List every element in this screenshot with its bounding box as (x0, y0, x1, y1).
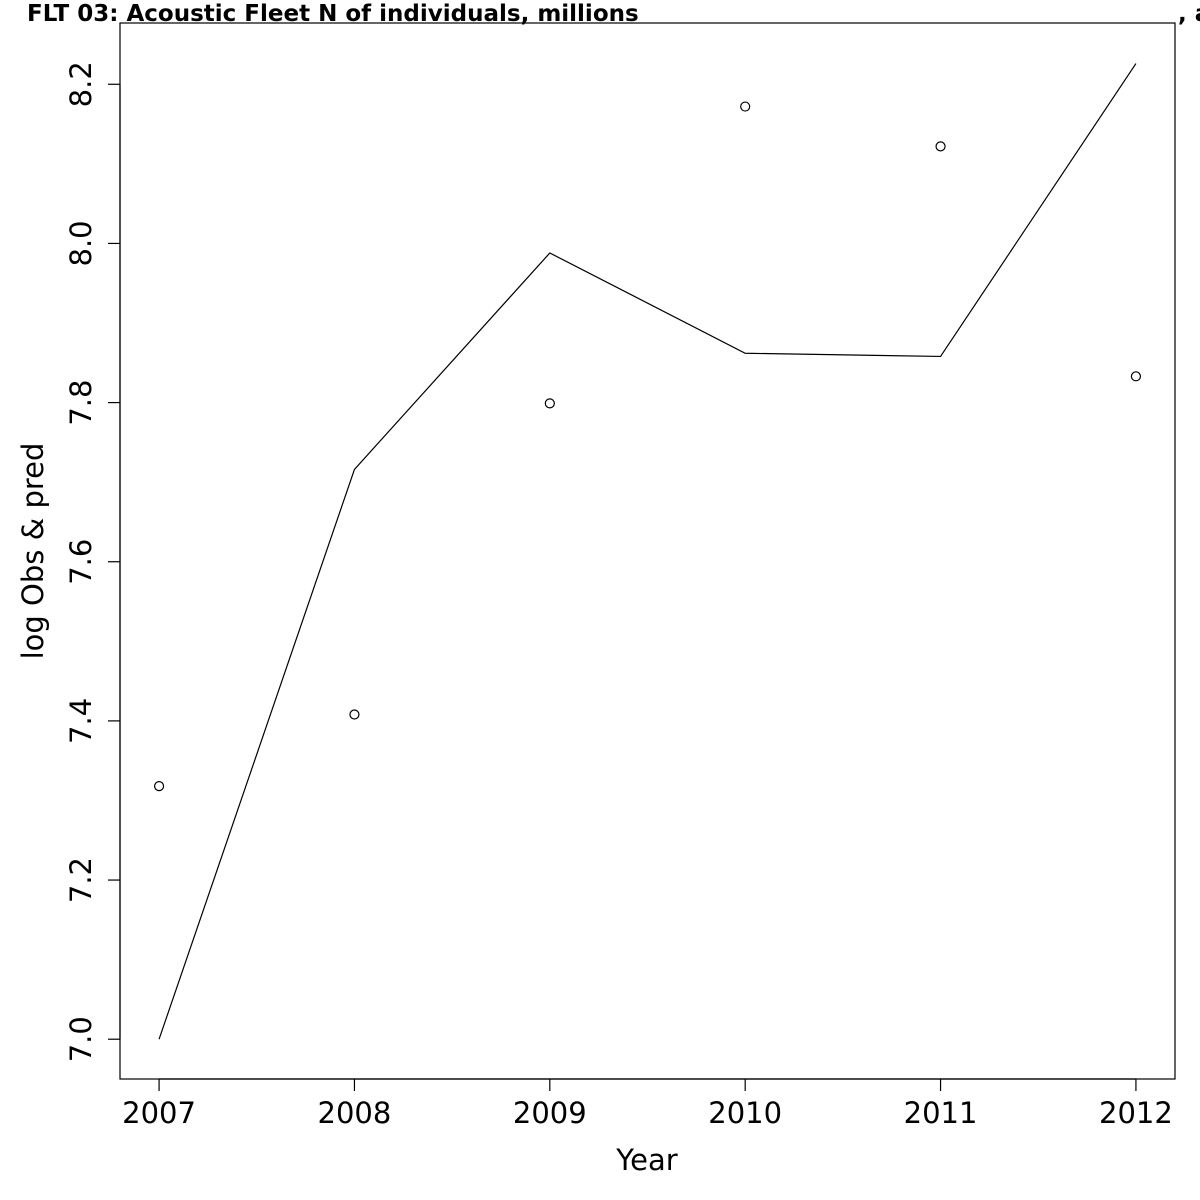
x-tick-label: 2011 (904, 1096, 978, 1130)
plot-area (153, 63, 1142, 1040)
y-axis-label: log Obs & pred (16, 443, 50, 660)
observed-point (935, 141, 946, 152)
x-tick-label: 2007 (122, 1096, 196, 1130)
x-axis: 2007 2008 2009 2010 2011 2012 (122, 1078, 1173, 1130)
observed-point (740, 101, 751, 112)
x-axis-label: Year (615, 1143, 677, 1177)
y-tick-label: 8.2 (64, 61, 98, 107)
y-tick-label: 8.0 (64, 220, 98, 266)
x-tick-label: 2008 (318, 1096, 392, 1130)
y-axis: 7.0 7.2 7.4 7.6 7.8 8.0 8.2 (64, 61, 121, 1062)
observed-point (1130, 371, 1142, 382)
x-tick-label: 2012 (1099, 1096, 1173, 1130)
y-tick-label: 7.4 (64, 698, 98, 744)
predicted-line (158, 63, 1137, 1040)
y-tick-label: 7.2 (64, 857, 98, 903)
x-tick-label: 2009 (513, 1096, 587, 1130)
y-tick-label: 7.6 (64, 539, 98, 585)
observed-point (544, 398, 555, 409)
y-tick-label: 7.8 (64, 380, 98, 426)
x-tick-label: 2010 (708, 1096, 782, 1130)
plot-frame (119, 22, 1176, 1080)
observed-point (153, 781, 165, 792)
chart-title-trailing: , a (1178, 1, 1200, 27)
observed-point (349, 709, 360, 720)
y-tick-label: 7.0 (64, 1016, 98, 1062)
